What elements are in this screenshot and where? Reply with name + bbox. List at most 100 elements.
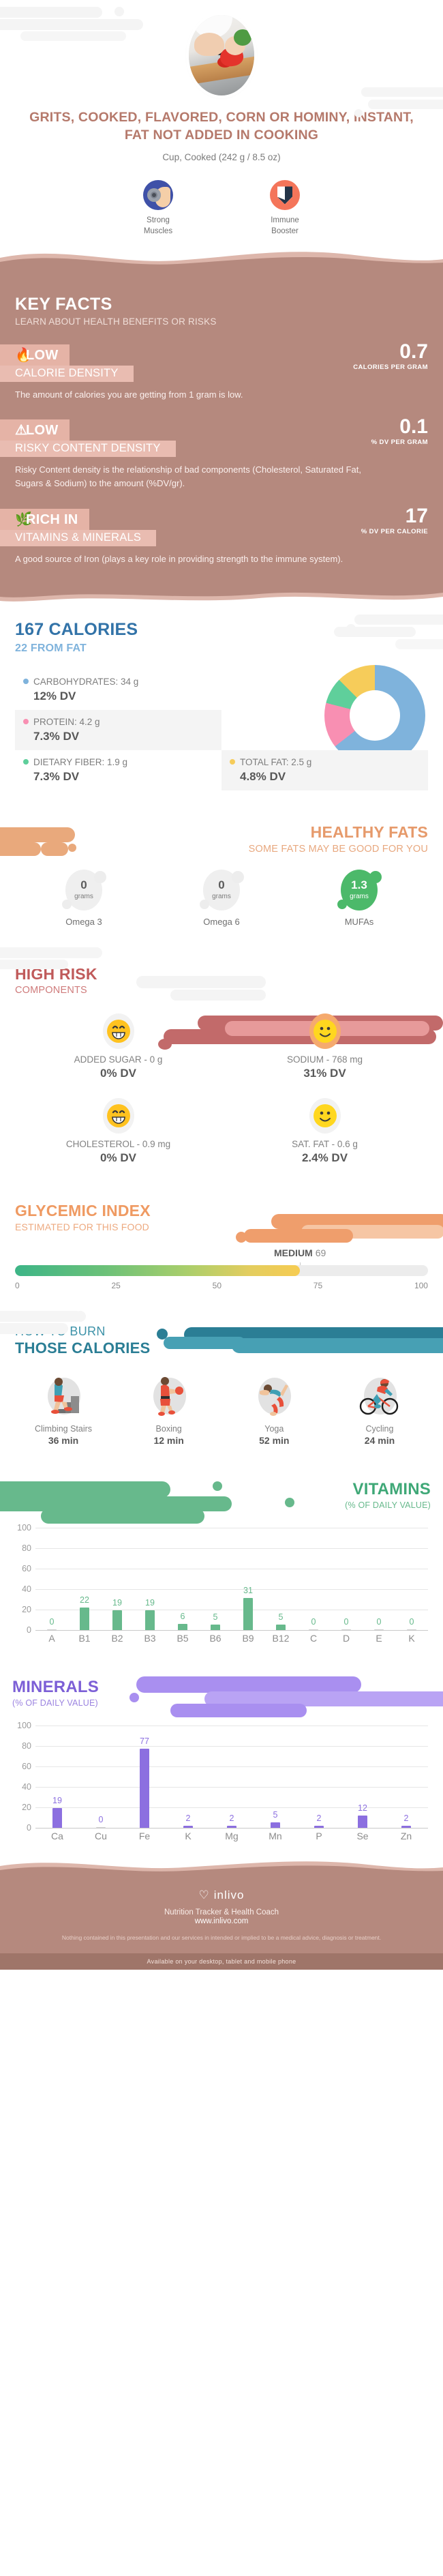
bar-value-label: 5 bbox=[213, 1612, 218, 1623]
chart-bar: 6 bbox=[166, 1528, 199, 1630]
risky-content-name: RISKY CONTENT DENSITY bbox=[0, 441, 176, 458]
chart-bar: 0 bbox=[330, 1528, 363, 1630]
chart-bar: 2 bbox=[384, 1726, 428, 1828]
bar-value-label: 31 bbox=[243, 1586, 253, 1596]
x-axis-label: Cu bbox=[95, 1830, 107, 1841]
bar-value-label: 12 bbox=[358, 1803, 367, 1813]
wave-divider-footer bbox=[0, 1861, 443, 1874]
x-axis-label: B12 bbox=[272, 1632, 290, 1644]
x-axis-label: K bbox=[408, 1632, 415, 1644]
high-risk-subtitle: COMPONENTS bbox=[15, 984, 87, 996]
vitamins-bar-chart: 0 20 40 60 80 100 0 22 19 19 6 5 31 5 0 0 0 0 A B1 B2 B3 B5 B6 B… bbox=[12, 1523, 431, 1655]
y-axis-tick: 0 bbox=[27, 1625, 31, 1635]
y-axis-tick: 80 bbox=[22, 1543, 31, 1553]
x-axis-label: C bbox=[309, 1632, 318, 1644]
chart-bar: 5 bbox=[199, 1528, 232, 1630]
footer-availability-bar: Available on your desktop, tablet and mo… bbox=[0, 1953, 443, 1970]
fat-bubble: 1.3 grams bbox=[337, 869, 382, 911]
smile-face-icon bbox=[309, 1013, 341, 1049]
chart-bar: 77 bbox=[123, 1726, 166, 1828]
chart-bar: 12 bbox=[341, 1726, 384, 1828]
fat-omega-6: 0 grams Omega 6 bbox=[174, 869, 269, 927]
vitamins-chart-section: VITAMINS (% OF DAILY VALUE) 0 20 40 60 80 100… bbox=[0, 1463, 443, 1661]
y-axis-tick: 40 bbox=[22, 1781, 31, 1792]
smile-face-icon bbox=[309, 1097, 341, 1134]
grin-face-icon bbox=[102, 1097, 134, 1134]
x-axis-label: Se bbox=[356, 1830, 369, 1841]
fat-name: Omega 6 bbox=[203, 916, 240, 927]
burn-boxing: Boxing 12 min bbox=[121, 1374, 217, 1446]
chart-bar: 2 bbox=[210, 1726, 254, 1828]
key-fact-rich-in: 🌿RICH IN VITAMINS & MINERALS 17 % DV PER… bbox=[0, 504, 428, 566]
burn-climbing-stairs: Climbing Stairs 36 min bbox=[15, 1374, 112, 1446]
x-axis-label: B2 bbox=[111, 1632, 123, 1644]
chart-bar: 19 bbox=[134, 1528, 166, 1630]
y-axis-tick: 60 bbox=[22, 1761, 31, 1771]
burn-title-1: HOW TO BURN bbox=[15, 1324, 106, 1338]
chart-bar: 19 bbox=[35, 1726, 79, 1828]
header: GRITS, COOKED, FLAVORED, CORN OR HOMINY,… bbox=[0, 0, 443, 250]
page-title: GRITS, COOKED, FLAVORED, CORN OR HOMINY,… bbox=[29, 110, 414, 143]
x-axis-label: Mn bbox=[269, 1830, 282, 1841]
bar-value-label: 0 bbox=[409, 1616, 414, 1627]
key-fact-risky-content: ⚠LOW RISKY CONTENT DENSITY 0.1 % DV PER … bbox=[0, 417, 428, 490]
chart-bar: 0 bbox=[297, 1528, 330, 1630]
healthy-fats-title: HEALTHY FATS bbox=[310, 823, 428, 841]
y-axis-tick: 80 bbox=[22, 1741, 31, 1751]
chart-bar: 0 bbox=[79, 1726, 123, 1828]
chart-bar: 22 bbox=[68, 1528, 101, 1630]
wave-divider-bottom bbox=[0, 588, 443, 602]
burn-cycling: Cycling 24 min bbox=[331, 1374, 428, 1446]
macro-list: CARBOHYDRATES: 34 g 12% DV PROTEIN: 4.2 … bbox=[15, 670, 428, 790]
macro-dietary-fiber: DIETARY FIBER: 1.9 g 7.3% DV bbox=[15, 750, 222, 790]
x-axis-label: Ca bbox=[51, 1830, 63, 1841]
vitamins-title: VITAMINS bbox=[352, 1479, 431, 1498]
burn-yoga: Yoga 52 min bbox=[226, 1374, 322, 1446]
bar-value-label: 19 bbox=[112, 1598, 122, 1608]
serving-size: Cup, Cooked (242 g / 8.5 oz) bbox=[162, 152, 281, 163]
calorie-density-description: The amount of calories you are getting f… bbox=[15, 389, 243, 400]
food-photo bbox=[189, 15, 254, 95]
rich-in-value: 17 % DV PER CALORIE bbox=[361, 504, 428, 535]
wave-divider-top bbox=[0, 252, 443, 268]
bar-value-label: 19 bbox=[52, 1796, 62, 1806]
chart-bar: 0 bbox=[363, 1528, 395, 1630]
badge-label: Strong Muscles bbox=[143, 216, 173, 236]
high-risk-section: HIGH RISK COMPONENTS ADDED SUGAR - 0 g 0… bbox=[0, 944, 443, 1183]
risk-sat-fat: SAT. FAT - 0.6 g 2.4% DV bbox=[222, 1097, 428, 1165]
flame-icon: 🔥 bbox=[15, 348, 33, 364]
x-axis-label: B9 bbox=[242, 1632, 254, 1644]
footer: ♡ inlivo Nutrition Tracker & Health Coac… bbox=[0, 1873, 443, 1954]
rich-in-name: VITAMINS & MINERALS bbox=[0, 529, 157, 546]
y-axis-tick: 20 bbox=[22, 1604, 31, 1614]
health-badges: Strong Muscles Immune Booster bbox=[0, 180, 443, 237]
glycemic-title: GLYCEMIC INDEX bbox=[15, 1201, 151, 1219]
x-axis-label: B3 bbox=[144, 1632, 156, 1644]
key-facts-subtitle: LEARN ABOUT HEALTH BENEFITS OR RISKS bbox=[15, 316, 217, 327]
burn-calories-section: HOW TO BURN THOSE CALORIES Climbing Stai… bbox=[0, 1306, 443, 1464]
chart-bar: 0 bbox=[35, 1528, 68, 1630]
glycemic-scale: 0 25 50 75 100 bbox=[15, 1280, 428, 1290]
x-axis-label: B6 bbox=[209, 1632, 222, 1644]
minerals-chart-section: MINERALS (% OF DAILY VALUE) 0 20 40 60 80 100… bbox=[0, 1661, 443, 1859]
fat-bubble: 0 grams bbox=[62, 869, 106, 911]
bar-value-label: 0 bbox=[311, 1616, 316, 1627]
chart-bar: 0 bbox=[395, 1528, 428, 1630]
bar-value-label: 0 bbox=[49, 1616, 55, 1627]
macro-spacer-2 bbox=[222, 710, 428, 750]
leaf-icon: 🌿 bbox=[15, 512, 33, 527]
glycemic-value: 69 bbox=[315, 1247, 326, 1258]
high-risk-title: HIGH RISK bbox=[15, 964, 97, 983]
bar-value-label: 2 bbox=[403, 1813, 409, 1823]
footer-tagline: Nutrition Tracker & Health Coach bbox=[164, 1908, 279, 1916]
healthy-fats-subtitle: SOME FATS MAY BE GOOD FOR YOU bbox=[248, 843, 428, 855]
footer-link[interactable]: www.inlivo.com bbox=[194, 1916, 249, 1925]
macro-spacer bbox=[222, 670, 428, 710]
risk-added-sugar: ADDED SUGAR - 0 g 0% DV bbox=[15, 1013, 222, 1080]
fat-mufas: 1.3 grams MUFAs bbox=[311, 869, 407, 927]
chart-bar: 5 bbox=[264, 1528, 297, 1630]
risky-content-description: Risky Content density is the relationshi… bbox=[15, 464, 361, 489]
fat-name: MUFAs bbox=[344, 916, 374, 927]
bar-value-label: 5 bbox=[273, 1810, 278, 1820]
footer-disclaimer: Nothing contained in this presentation a… bbox=[61, 1934, 382, 1941]
